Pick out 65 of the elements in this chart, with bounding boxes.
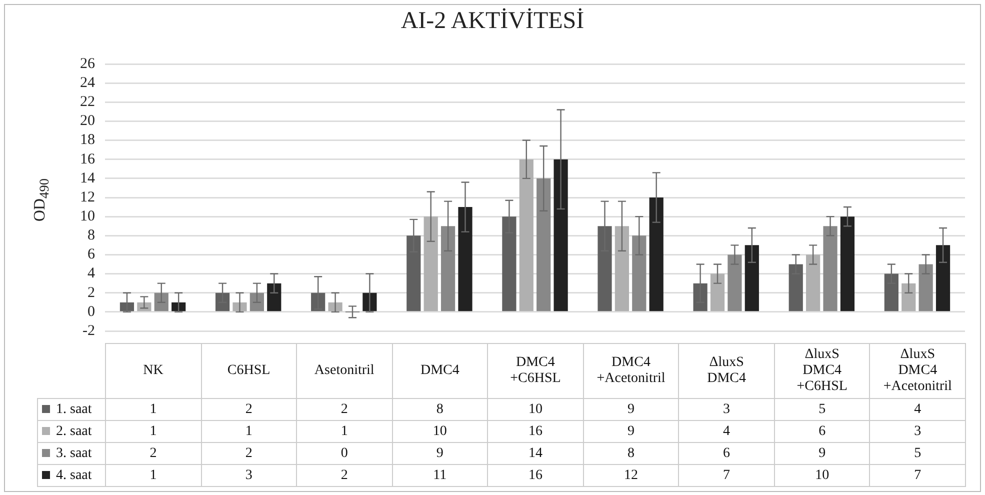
y-tick-label: 26 — [80, 56, 96, 72]
data-label: 14 — [488, 442, 584, 464]
data-label: 9 — [774, 442, 870, 464]
data-label: 12 — [583, 464, 679, 486]
data-label: 7 — [678, 464, 774, 486]
data-label: 10 — [392, 420, 488, 442]
data-label: 1 — [106, 398, 202, 420]
data-label: 2 — [296, 464, 392, 486]
data-label: 9 — [583, 420, 679, 442]
data-label: 1 — [296, 420, 392, 442]
data-label: 2 — [201, 398, 297, 420]
data-label: 8 — [392, 398, 488, 420]
data-label: 6 — [678, 442, 774, 464]
y-tick-label: 14 — [80, 170, 96, 186]
data-label: 9 — [583, 398, 679, 420]
data-label: 8 — [583, 442, 679, 464]
data-label: 4 — [870, 398, 966, 420]
x-tick-label: DMC4 +C6HSL — [488, 344, 584, 398]
legend-label: 2. saat — [38, 420, 106, 442]
x-tick-label: ΔluxS DMC4 — [678, 344, 774, 398]
x-tick-label: C6HSL — [201, 344, 297, 398]
data-label: 3 — [201, 464, 297, 486]
y-tick-label: 4 — [88, 266, 96, 282]
y-tick-label: 16 — [80, 151, 96, 168]
data-label: 1 — [106, 464, 202, 486]
data-label: 16 — [488, 420, 584, 442]
x-tick-label: DMC4 — [392, 344, 488, 398]
data-label: 5 — [774, 398, 870, 420]
legend-label: 3. saat — [38, 442, 106, 464]
data-label: 2 — [106, 442, 202, 464]
data-label: 2 — [296, 398, 392, 420]
x-tick-label: ΔluxS DMC4 +C6HSL — [774, 344, 870, 398]
data-label: 11 — [392, 464, 488, 486]
x-tick-label: ΔluxS DMC4 +Acetonitril — [870, 344, 966, 398]
legend-label: 1. saat — [38, 398, 106, 420]
y-tick-label: 2 — [88, 284, 95, 301]
data-label: 10 — [774, 464, 870, 486]
data-label: 9 — [392, 442, 488, 464]
chart-title: AI-2 AKTİVİTESİ — [400, 8, 586, 35]
y-tick-label: 12 — [80, 189, 95, 206]
data-label: 3 — [870, 420, 966, 442]
data-label: 6 — [774, 420, 870, 442]
data-label: 16 — [488, 464, 584, 486]
data-label: 1 — [106, 420, 202, 442]
x-tick-label: NK — [106, 344, 202, 398]
y-tick-label: 24 — [80, 75, 96, 92]
data-label: 5 — [870, 442, 966, 464]
y-tick-label: 18 — [80, 132, 95, 148]
y-tick-label: 8 — [88, 228, 95, 244]
data-label: 0 — [296, 442, 392, 464]
y-tick-label: -2 — [82, 322, 95, 339]
y-tick-label: 6 — [88, 246, 96, 263]
data-label: 10 — [488, 398, 584, 420]
data-label: 3 — [678, 398, 774, 420]
y-tick-label: 22 — [80, 94, 95, 110]
y-tick-label: 0 — [88, 304, 95, 320]
legend-label: 4. saat — [38, 464, 106, 486]
x-tick-label: DMC4 +Acetonitril — [583, 344, 679, 398]
y-tick-label: 20 — [80, 113, 95, 130]
data-label: 4 — [678, 420, 774, 442]
y-tick-label: 10 — [80, 208, 95, 225]
data-label: 7 — [870, 464, 966, 486]
data-label: 1 — [201, 420, 297, 442]
data-label: 2 — [201, 442, 297, 464]
x-tick-label: Asetonitril — [296, 344, 392, 398]
